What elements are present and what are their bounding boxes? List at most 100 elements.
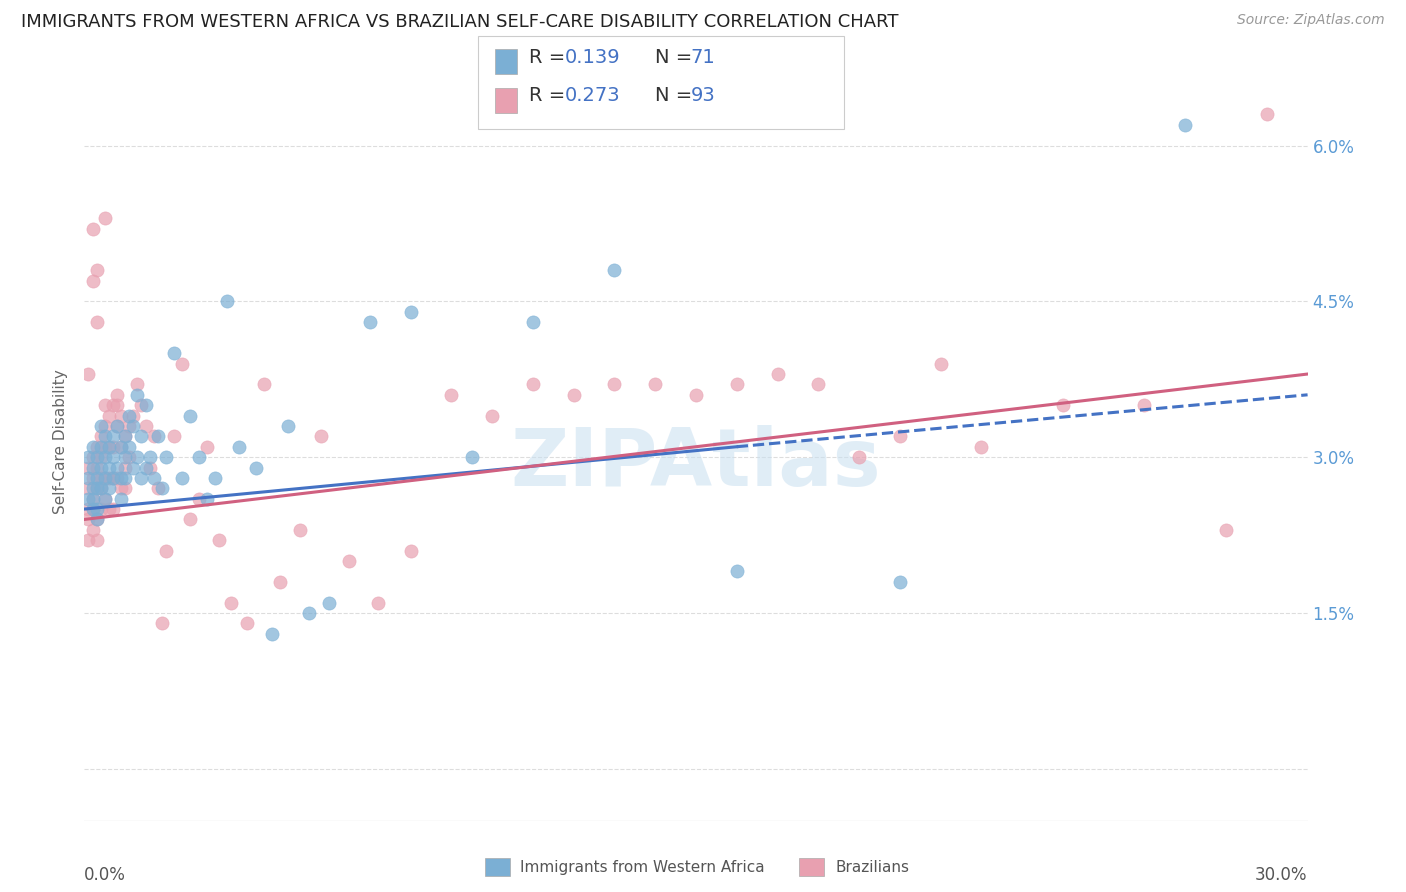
Point xyxy=(146,429,169,443)
Text: ZIPAtlas: ZIPAtlas xyxy=(510,425,882,503)
Text: R =: R = xyxy=(529,48,571,68)
Point xyxy=(86,263,108,277)
Point xyxy=(110,471,132,485)
Point xyxy=(179,512,201,526)
Point xyxy=(603,377,626,392)
Point xyxy=(481,409,503,423)
Point xyxy=(127,377,149,392)
Point xyxy=(127,388,149,402)
Point xyxy=(82,481,104,495)
Point xyxy=(142,429,165,443)
Point xyxy=(277,419,299,434)
Point xyxy=(90,481,112,495)
Point xyxy=(150,481,173,495)
Y-axis label: Self-Care Disability: Self-Care Disability xyxy=(53,369,69,514)
Point xyxy=(86,481,108,495)
Point xyxy=(86,512,108,526)
Point xyxy=(90,429,112,443)
Point xyxy=(97,481,120,495)
Point xyxy=(114,429,136,443)
Point xyxy=(110,481,132,495)
Point xyxy=(318,595,340,609)
Point xyxy=(146,481,169,495)
Point xyxy=(77,502,100,516)
Point xyxy=(118,409,141,423)
Point xyxy=(685,388,707,402)
Point xyxy=(1174,118,1197,132)
Point xyxy=(644,377,666,392)
Text: R =: R = xyxy=(529,86,571,105)
Point xyxy=(90,450,112,464)
Point xyxy=(93,211,115,226)
Point xyxy=(290,523,312,537)
Point xyxy=(101,429,124,443)
Point xyxy=(82,491,104,506)
Point xyxy=(970,440,993,454)
Point xyxy=(725,377,748,392)
Text: N =: N = xyxy=(655,86,699,105)
Point xyxy=(179,409,201,423)
Text: 0.139: 0.139 xyxy=(565,48,621,68)
Point xyxy=(77,450,100,464)
Point xyxy=(187,491,209,506)
Point xyxy=(97,460,120,475)
Point xyxy=(135,419,157,434)
Point xyxy=(1052,398,1074,412)
Point xyxy=(105,398,128,412)
Point xyxy=(260,626,283,640)
Point xyxy=(101,450,124,464)
Point xyxy=(236,616,259,631)
Point xyxy=(110,440,132,454)
Point xyxy=(253,377,276,392)
Text: Immigrants from Western Africa: Immigrants from Western Africa xyxy=(520,860,765,874)
Point xyxy=(97,440,120,454)
Point xyxy=(82,274,104,288)
Point xyxy=(1133,398,1156,412)
Point xyxy=(82,221,104,235)
Point xyxy=(82,491,104,506)
Point xyxy=(101,398,124,412)
Point xyxy=(77,491,100,506)
Text: 0.273: 0.273 xyxy=(565,86,621,105)
Point xyxy=(82,440,104,454)
Point xyxy=(399,304,422,318)
Point xyxy=(298,606,321,620)
Point xyxy=(522,377,544,392)
Point xyxy=(86,315,108,329)
Point xyxy=(122,460,145,475)
Point xyxy=(367,595,389,609)
Point xyxy=(97,502,120,516)
Point xyxy=(848,450,870,464)
Point xyxy=(889,429,911,443)
Point xyxy=(195,440,218,454)
Point xyxy=(114,450,136,464)
Point xyxy=(114,481,136,495)
Point xyxy=(93,419,115,434)
Point xyxy=(77,367,100,381)
Point xyxy=(359,315,381,329)
Point xyxy=(440,388,463,402)
Point xyxy=(86,450,108,464)
Point xyxy=(93,450,115,464)
Point xyxy=(150,616,173,631)
Point xyxy=(77,512,100,526)
Point xyxy=(105,419,128,434)
Point xyxy=(269,574,291,589)
Point xyxy=(93,398,115,412)
Point xyxy=(93,440,115,454)
Point xyxy=(122,419,145,434)
Point xyxy=(101,502,124,516)
Point xyxy=(86,481,108,495)
Point xyxy=(114,471,136,485)
Point xyxy=(110,491,132,506)
Text: IMMIGRANTS FROM WESTERN AFRICA VS BRAZILIAN SELF-CARE DISABILITY CORRELATION CHA: IMMIGRANTS FROM WESTERN AFRICA VS BRAZIL… xyxy=(21,13,898,31)
Point xyxy=(195,491,218,506)
Point xyxy=(929,357,952,371)
Point xyxy=(122,409,145,423)
Point xyxy=(562,388,585,402)
Point xyxy=(118,419,141,434)
Point xyxy=(163,346,186,360)
Point xyxy=(77,471,100,485)
Point xyxy=(309,429,332,443)
Point xyxy=(725,565,748,579)
